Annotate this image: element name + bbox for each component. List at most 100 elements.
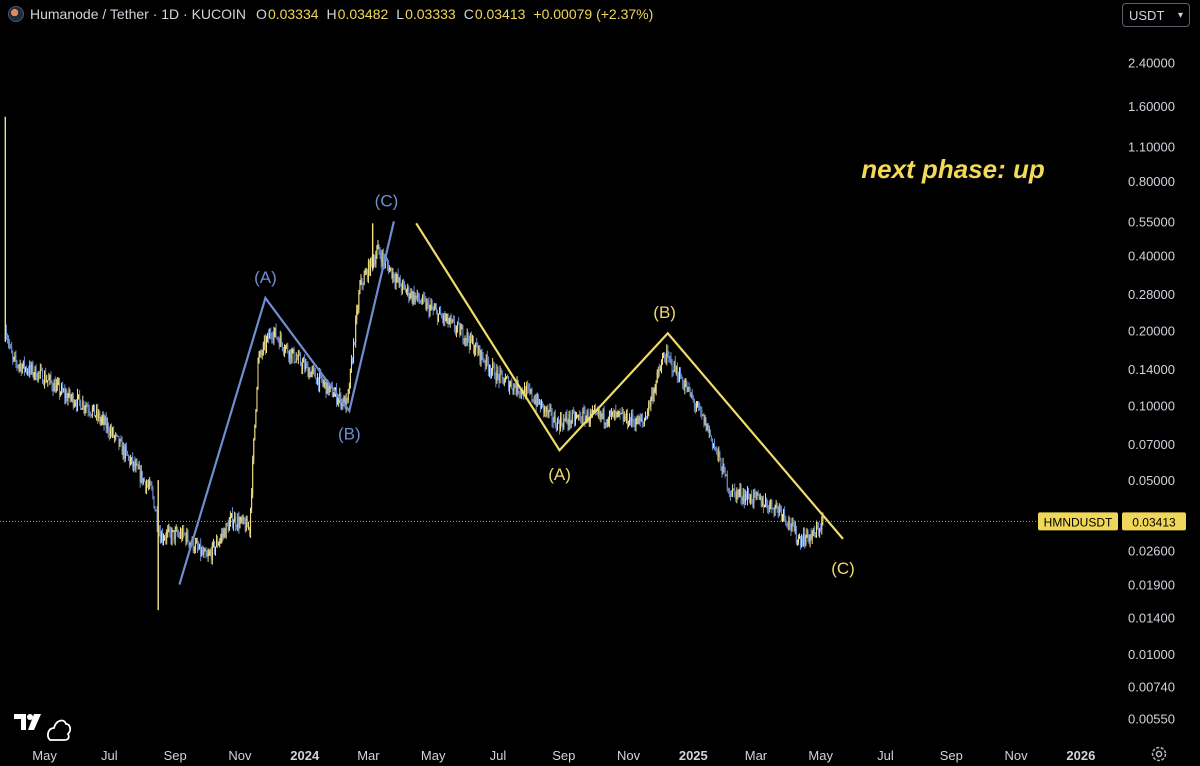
- candle-body: [581, 421, 583, 423]
- candle-body: [517, 381, 519, 394]
- candle-body: [664, 356, 666, 358]
- candle-body: [674, 361, 676, 372]
- candle-body: [747, 491, 748, 500]
- candle-body: [338, 397, 340, 401]
- candle-body: [586, 411, 588, 418]
- candle-body: [494, 365, 496, 379]
- candle-body: [37, 372, 39, 380]
- candle-body: [696, 407, 697, 409]
- candle-body: [240, 517, 242, 522]
- candle-body: [15, 356, 17, 363]
- candle-body: [566, 415, 568, 423]
- candle-body: [38, 372, 40, 374]
- candle-body: [72, 394, 74, 407]
- candle-body: [139, 466, 141, 482]
- candle-body: [80, 400, 82, 410]
- candle-body: [495, 378, 497, 382]
- candle-body: [767, 503, 769, 510]
- candle-body: [266, 339, 267, 349]
- candle-body: [449, 317, 451, 323]
- candle-body: [128, 455, 129, 458]
- candle-body: [165, 538, 167, 540]
- candle-body: [807, 529, 809, 537]
- candle-body: [587, 411, 589, 423]
- candle-body: [748, 491, 749, 498]
- candle-body: [337, 400, 339, 404]
- candle-body: [257, 359, 259, 389]
- currency-select[interactable]: USDT ▾: [1122, 3, 1190, 27]
- candle-body: [198, 547, 199, 549]
- candle-body: [519, 393, 521, 395]
- candle-body: [526, 386, 528, 399]
- candle-body: [400, 286, 402, 291]
- candle-body: [424, 297, 426, 300]
- candle-body: [229, 517, 231, 522]
- candle-body: [485, 354, 487, 366]
- candle-body: [103, 416, 105, 425]
- candle-body: [114, 436, 116, 438]
- candle-body: [645, 416, 646, 421]
- candle-body: [359, 283, 361, 294]
- candle-body: [569, 414, 571, 424]
- candle-body: [32, 364, 34, 376]
- y-tick-label: 0.00550: [1128, 711, 1175, 726]
- candle-body: [408, 287, 410, 299]
- candle-body: [773, 509, 775, 515]
- candle-body: [8, 340, 9, 344]
- candle-body: [432, 308, 434, 310]
- candle-body: [476, 342, 478, 348]
- candle-body: [535, 399, 537, 406]
- candle-body: [82, 401, 84, 409]
- candle-body: [397, 274, 399, 282]
- candle-body: [774, 506, 776, 515]
- candle-body: [651, 392, 653, 399]
- candle-body: [158, 531, 160, 533]
- candle-body: [396, 274, 398, 278]
- candle-body: [217, 539, 219, 546]
- next-phase-annotation: next phase: up: [861, 154, 1045, 184]
- candle-body: [786, 522, 788, 526]
- candle-body: [689, 387, 691, 396]
- candle-body: [473, 339, 474, 353]
- candle-body: [821, 520, 823, 530]
- candle-body: [256, 388, 258, 410]
- price-axis: 2.40000 1.60000 1.10000 0.80000 0.55000 0.400…: [1128, 55, 1175, 726]
- candle-body: [735, 491, 737, 500]
- candle-body: [286, 345, 288, 347]
- candle-body: [56, 382, 58, 385]
- y-tick-label: 1.60000: [1128, 99, 1175, 114]
- candle-body: [289, 349, 291, 359]
- candle-body: [716, 448, 718, 450]
- candle-body: [682, 379, 684, 386]
- candle-body: [683, 385, 685, 389]
- candle-body: [356, 310, 358, 320]
- symbol-title[interactable]: Humanode / Tether · 1D · KUCOIN: [30, 6, 247, 22]
- candle-body: [657, 369, 659, 373]
- candle-body: [304, 360, 306, 369]
- candle-body: [18, 365, 20, 367]
- candle-body: [222, 533, 224, 535]
- candle-body: [243, 517, 245, 523]
- candle-body: [275, 328, 277, 338]
- candle-body: [305, 364, 307, 369]
- candle-body: [306, 364, 308, 366]
- candle-body: [43, 383, 44, 385]
- candle-body: [718, 452, 720, 458]
- tradingview-logo-icon: [14, 714, 72, 741]
- candle-body: [94, 404, 95, 417]
- candle-body: [466, 332, 468, 341]
- candle-body: [796, 540, 798, 542]
- candle-body: [605, 422, 607, 425]
- candle-body: [171, 530, 173, 541]
- x-tick-label: Sep: [940, 748, 963, 763]
- candle-body: [693, 400, 695, 407]
- candle-body: [553, 415, 555, 423]
- candle-body: [546, 407, 548, 413]
- gear-icon[interactable]: [1150, 745, 1168, 763]
- candle-body: [644, 420, 645, 424]
- candle-body: [661, 363, 662, 370]
- candle-body: [226, 523, 228, 525]
- candle-body: [421, 302, 422, 304]
- candle-body: [698, 402, 700, 406]
